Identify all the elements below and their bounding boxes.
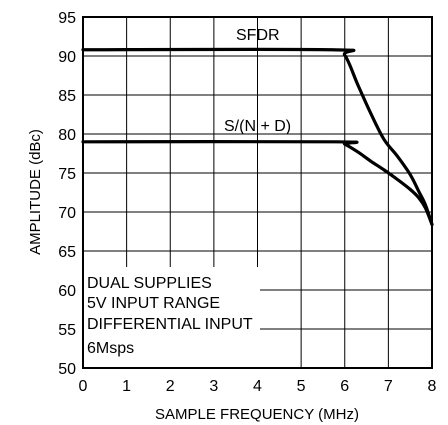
- y-tick-label-55: 55: [58, 322, 76, 339]
- y-tick-label-70: 70: [58, 205, 76, 222]
- y-tick-label-80: 80: [58, 127, 76, 144]
- y-axis-label: AMPLITUDE (dBc): [27, 129, 44, 255]
- grid: [83, 17, 432, 368]
- x-tick-label-6: 6: [340, 378, 349, 395]
- annotation-line-3: DIFFERENTIAL INPUT: [87, 316, 253, 333]
- y-tick-label-90: 90: [58, 49, 76, 66]
- series-line-snd: [81, 140, 434, 227]
- x-tick-label-7: 7: [384, 378, 393, 395]
- x-tick-label-1: 1: [122, 378, 131, 395]
- y-tick-label-65: 65: [58, 244, 76, 261]
- y-tick-label-95: 95: [58, 10, 76, 27]
- x-axis-label: SAMPLE FREQUENCY (MHz): [155, 406, 359, 423]
- ticks: 0 1 2 3 4 5 6 7 8 50 55 60 65 70 75 80 85 90 95: [58, 10, 436, 395]
- x-tick-label-8: 8: [428, 378, 437, 395]
- x-tick-label-3: 3: [209, 378, 218, 395]
- annotation-line-1: DUAL SUPPLIES: [87, 275, 212, 292]
- curves: [81, 47, 434, 227]
- y-tick-label-60: 60: [58, 283, 76, 300]
- x-tick-label-0: 0: [79, 378, 88, 395]
- plot-frame: [82, 16, 433, 369]
- x-tick-label-4: 4: [253, 378, 262, 395]
- y-tick-label-50: 50: [58, 361, 76, 378]
- y-tick-label-85: 85: [58, 88, 76, 105]
- annotation-box: [84, 267, 260, 367]
- y-tick-label-75: 75: [58, 166, 76, 183]
- series-label-snd: S/(N + D): [224, 118, 291, 135]
- x-tick-label-2: 2: [166, 378, 175, 395]
- series-line-sfdr: [81, 47, 434, 227]
- series-label-sfdr: SFDR: [236, 27, 280, 44]
- annotation-line-2: 5V INPUT RANGE: [87, 295, 220, 312]
- annotation-line-4: 6Msps: [87, 340, 134, 357]
- x-tick-label-5: 5: [297, 378, 306, 395]
